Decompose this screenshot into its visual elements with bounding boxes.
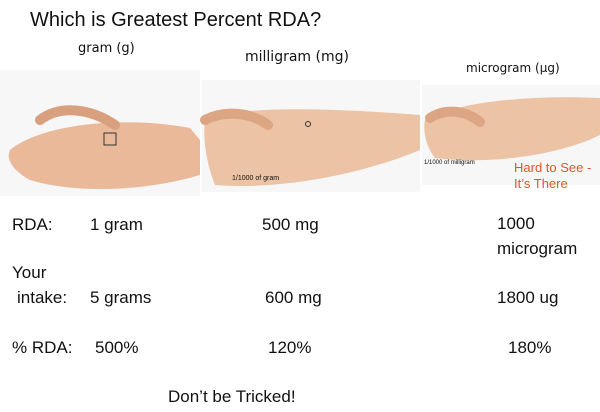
hand-microgram <box>422 85 600 185</box>
row-label: RDA: <box>12 215 53 234</box>
callout: Hard to See - <box>514 160 592 175</box>
row-label: % RDA: <box>12 338 73 357</box>
cell: microgram <box>497 239 578 258</box>
cell: 1 gram <box>90 215 143 234</box>
cell: 500 mg <box>262 215 319 234</box>
cell: 180% <box>508 338 552 357</box>
title: Which is Greatest Percent RDA? <box>30 9 322 31</box>
cell: 120% <box>268 338 312 357</box>
panel-label: microgram (µg) <box>466 61 560 75</box>
callout: It’s There <box>514 176 568 191</box>
row-label: intake: <box>17 288 68 307</box>
hand-milligram <box>200 80 420 192</box>
panel-label: milligram (mg) <box>245 49 349 65</box>
cell: 1000 <box>497 214 535 233</box>
cell: 5 grams <box>90 288 152 307</box>
cell: 500% <box>95 338 139 357</box>
panel-label: gram (g) <box>78 41 135 56</box>
hand-gram <box>0 70 200 196</box>
row-label: Your <box>12 263 47 282</box>
footer: Don’t be Tricked! <box>168 387 296 406</box>
cell: 600 mg <box>265 288 322 307</box>
cell: 1800 ug <box>497 288 559 307</box>
panel-note: 1/1000 of milligram <box>424 160 475 166</box>
panel-note: 1/1000 of gram <box>232 175 280 182</box>
